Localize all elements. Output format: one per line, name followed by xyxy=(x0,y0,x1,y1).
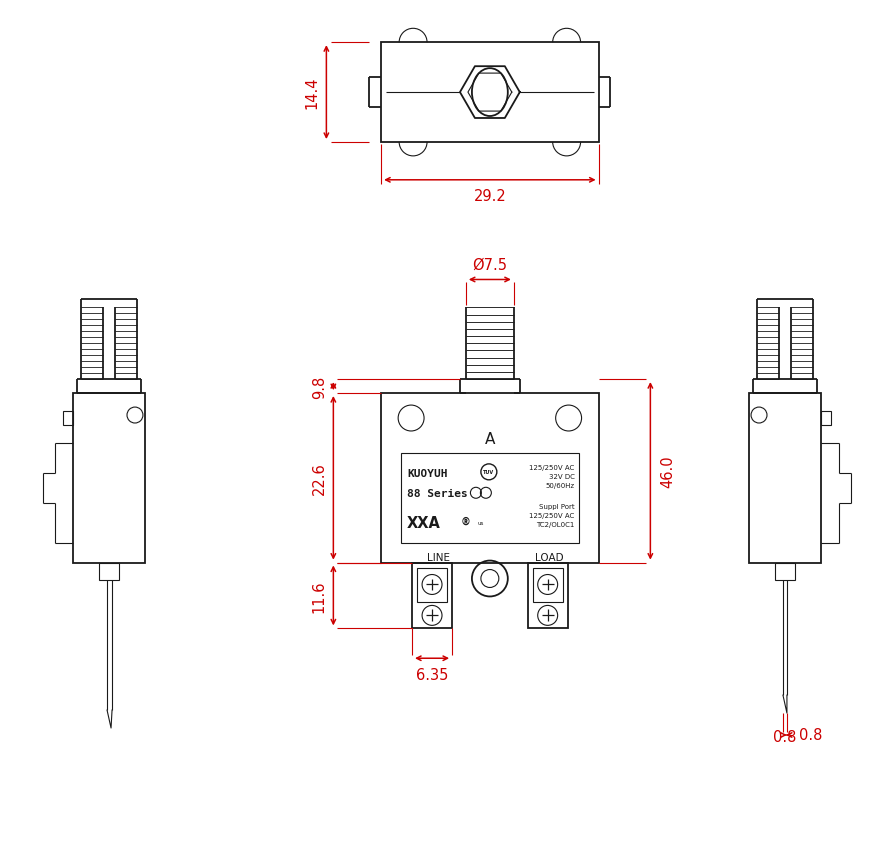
Bar xyxy=(533,568,563,603)
Text: 14.4: 14.4 xyxy=(305,77,320,109)
Text: 0.8: 0.8 xyxy=(773,729,797,745)
Text: LINE: LINE xyxy=(427,552,449,562)
Text: KUOYUH: KUOYUH xyxy=(407,468,447,479)
Bar xyxy=(63,411,73,426)
Text: TC2/OL0C1: TC2/OL0C1 xyxy=(536,521,574,527)
Text: Suppl Port: Suppl Port xyxy=(539,503,574,509)
Bar xyxy=(99,563,119,581)
Text: us: us xyxy=(478,520,484,525)
Text: 6.35: 6.35 xyxy=(416,667,448,682)
Text: A: A xyxy=(485,432,495,447)
Bar xyxy=(749,393,821,563)
Bar xyxy=(381,393,598,563)
Text: 11.6: 11.6 xyxy=(312,579,327,612)
Text: Ø7.5: Ø7.5 xyxy=(472,258,507,273)
Bar xyxy=(417,568,447,603)
Bar xyxy=(775,563,795,581)
Text: 125/250V AC: 125/250V AC xyxy=(530,512,574,518)
Text: 9.8: 9.8 xyxy=(312,375,327,398)
Text: 29.2: 29.2 xyxy=(473,189,506,204)
Text: 32V DC: 32V DC xyxy=(548,473,574,479)
Bar xyxy=(528,563,568,629)
Text: 88 Series: 88 Series xyxy=(407,488,468,498)
Bar xyxy=(381,44,598,142)
Text: 46.0: 46.0 xyxy=(661,455,676,488)
Text: 22.6: 22.6 xyxy=(312,462,327,495)
Text: 125/250V AC: 125/250V AC xyxy=(530,464,574,470)
Text: TUV: TUV xyxy=(483,470,495,475)
Text: 0.8: 0.8 xyxy=(799,728,822,743)
Text: XXA: XXA xyxy=(407,515,441,531)
Bar xyxy=(412,563,452,629)
Bar xyxy=(401,454,579,543)
Text: ®: ® xyxy=(461,516,471,526)
Bar xyxy=(821,411,830,426)
Bar xyxy=(73,393,145,563)
Text: LOAD: LOAD xyxy=(536,552,564,562)
Text: 50/60Hz: 50/60Hz xyxy=(546,482,574,488)
